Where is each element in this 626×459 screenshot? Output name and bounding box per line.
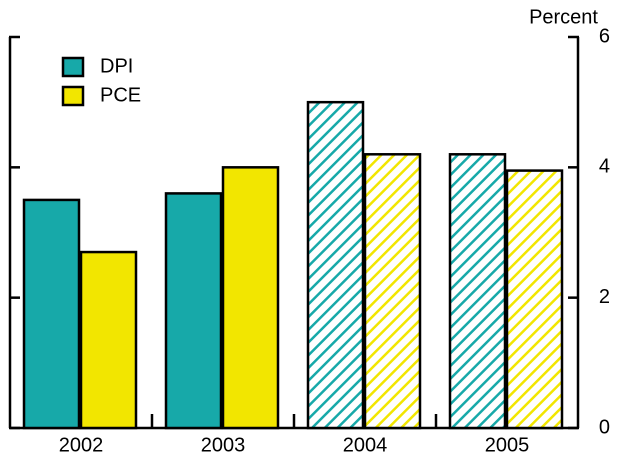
y-tick-label: 0 <box>599 416 610 438</box>
bar <box>22 198 81 430</box>
legend-swatch <box>61 56 85 78</box>
x-tick-label: 2002 <box>59 434 104 456</box>
bar <box>221 166 280 430</box>
legend-label: DPI <box>100 55 133 77</box>
y-axis-label: Percent <box>529 6 598 28</box>
bar <box>505 169 564 430</box>
bar <box>164 192 223 430</box>
bar <box>79 250 138 430</box>
y-tick-label: 4 <box>599 156 610 178</box>
legend-label: PCE <box>100 84 141 106</box>
x-tick-label: 2005 <box>485 434 530 456</box>
x-tick-label: 2003 <box>201 434 246 456</box>
y-tick-label: 2 <box>599 286 610 308</box>
y-tick-label: 6 <box>599 25 610 47</box>
bar <box>448 153 507 430</box>
legend-swatch <box>61 85 85 107</box>
bar <box>306 100 365 430</box>
bar <box>363 153 422 430</box>
x-tick-label: 2004 <box>343 434 388 456</box>
